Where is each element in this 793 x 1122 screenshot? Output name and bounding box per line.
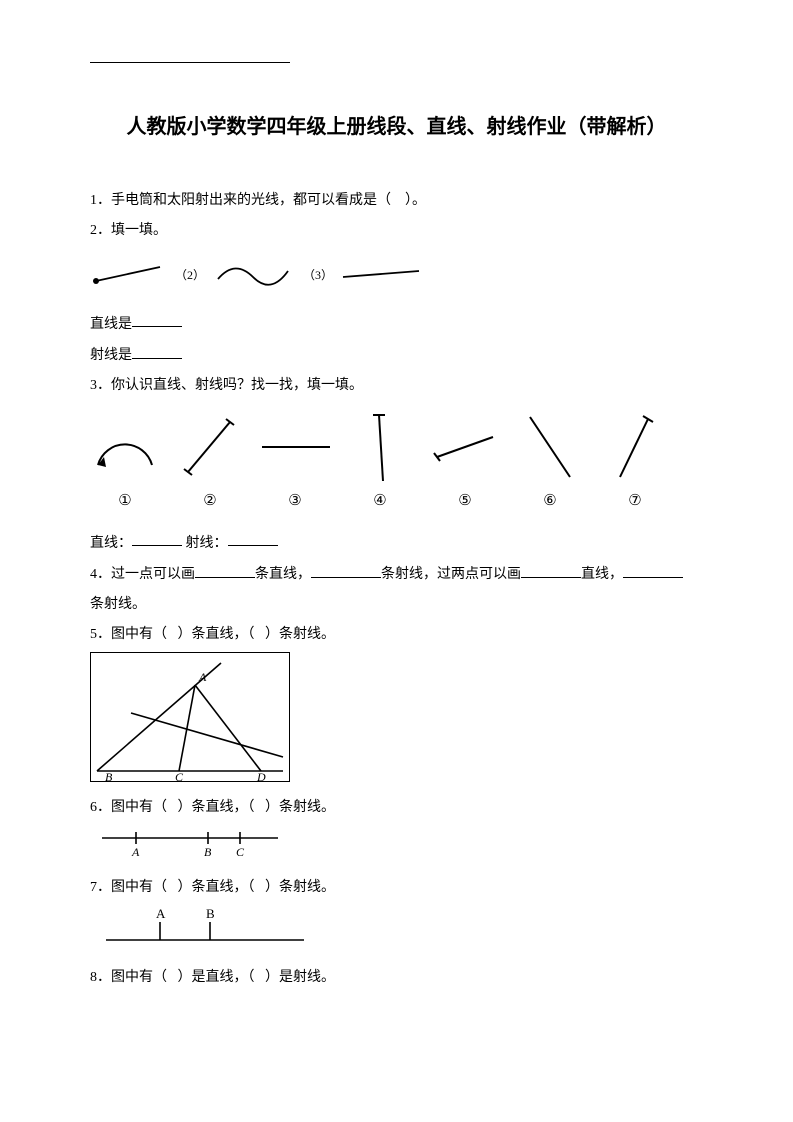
q8-num: 8．	[90, 970, 111, 985]
q2-num: 2．	[90, 223, 111, 238]
q5-num: 5．	[90, 627, 111, 642]
q3-shape-4	[365, 409, 395, 485]
q7-a: 图中有（	[111, 880, 167, 895]
q4-blank-2[interactable]	[311, 561, 381, 578]
q2-label-2: （2）	[175, 266, 205, 283]
q3-label-4: ④	[345, 491, 415, 510]
q3-item-3: ③	[260, 410, 330, 510]
q4-b: 条直线，	[255, 567, 311, 582]
q2: 2．填一填。	[90, 219, 703, 243]
q6-num: 6．	[90, 800, 111, 815]
q3-shape-5	[431, 427, 499, 467]
q8-c: ）是射线。	[265, 970, 335, 985]
q3-item-1: ①	[90, 410, 160, 510]
q5-figure: A B C D	[90, 652, 290, 782]
header-rule	[90, 62, 290, 63]
q3-item-6: ⑥	[515, 410, 585, 510]
q4-e: 条射线。	[90, 597, 146, 612]
q3-figures: ① ② ③ ④ ⑤ ⑥ ⑦	[90, 410, 670, 510]
q3-shape-1	[92, 425, 158, 469]
q1: 1．手电筒和太阳射出来的光线，都可以看成是（ ）。	[90, 189, 703, 213]
q3-shape-3	[260, 437, 330, 457]
q3-label-3: ③	[260, 491, 330, 510]
svg-text:C: C	[236, 845, 245, 858]
q4: 4．过一点可以画 条直线， 条射线，过两点可以画 直线，	[90, 561, 703, 587]
q7-figure: A B	[100, 906, 310, 948]
q2-she-label: 射线是	[90, 348, 132, 363]
q4-blank-1[interactable]	[195, 561, 255, 578]
q5-b: ）条直线，（	[178, 627, 255, 642]
q6-c: ）条射线。	[265, 800, 335, 815]
svg-text:B: B	[204, 845, 212, 858]
svg-text:A: A	[156, 906, 166, 921]
q3-zhi-label: 直线：	[90, 535, 132, 550]
q3-item-7: ⑦	[600, 410, 670, 510]
q4-num: 4．	[90, 567, 111, 582]
q7-b: ）条直线，（	[178, 880, 255, 895]
q3-label-5: ⑤	[430, 491, 500, 510]
q8-b: ）是直线，（	[178, 970, 255, 985]
q3-zhi-blank[interactable]	[132, 530, 182, 547]
q3-label-1: ①	[90, 491, 160, 510]
q3-label-7: ⑦	[600, 491, 670, 510]
q3: 3．你认识直线、射线吗？找一找，填一填。	[90, 374, 703, 398]
q2-she: 射线是	[90, 342, 703, 368]
q3-shape-6	[522, 411, 578, 483]
q3-text: 你认识直线、射线吗？找一找，填一填。	[111, 378, 363, 393]
q8-a: 图中有（	[111, 970, 167, 985]
q2-text: 填一填。	[111, 223, 167, 238]
q7-num: 7．	[90, 880, 111, 895]
q3-item-2: ②	[175, 410, 245, 510]
q2-shape-3	[341, 265, 421, 285]
q7-c: ）条射线。	[265, 880, 335, 895]
q1-text-b: ）。	[405, 193, 426, 208]
q4-cont: 条射线。	[90, 593, 703, 617]
q5-c: ）条射线。	[265, 627, 335, 642]
q5-B: B	[105, 770, 113, 781]
q6-figure: A B C	[100, 826, 280, 858]
q1-text-a: 手电筒和太阳射出来的光线，都可以看成是（	[111, 193, 391, 208]
q5: 5．图中有（ ）条直线，（ ）条射线。	[90, 623, 703, 647]
q3-shape-7	[610, 411, 660, 483]
q2-she-blank[interactable]	[132, 342, 182, 359]
q2-zhi: 直线是	[90, 311, 703, 337]
q2-figures: （2） （3）	[90, 257, 703, 293]
q4-blank-3[interactable]	[521, 561, 581, 578]
q7: 7．图中有（ ）条直线，（ ）条射线。	[90, 876, 703, 900]
q2-shape-2	[213, 257, 293, 293]
page-title: 人教版小学数学四年级上册线段、直线、射线作业（带解析）	[90, 110, 703, 139]
q3-shape-2	[180, 414, 240, 480]
q4-c: 条射线，过两点可以画	[381, 567, 521, 582]
q1-num: 1．	[90, 193, 111, 208]
q5-D: D	[256, 770, 266, 781]
q6-a: 图中有（	[111, 800, 167, 815]
q3-label-6: ⑥	[515, 491, 585, 510]
q8: 8．图中有（ ）是直线，（ ）是射线。	[90, 966, 703, 990]
q3-answers: 直线： 射线：	[90, 530, 703, 556]
q2-label-3: （3）	[303, 266, 333, 283]
q3-label-2: ②	[175, 491, 245, 510]
svg-text:B: B	[206, 906, 215, 921]
q3-item-4: ④	[345, 410, 415, 510]
q4-d: 直线，	[581, 567, 623, 582]
q4-blank-4[interactable]	[623, 561, 683, 578]
q5-a: 图中有（	[111, 627, 167, 642]
svg-text:A: A	[131, 845, 140, 858]
q5-C: C	[175, 770, 184, 781]
q6-b: ）条直线，（	[178, 800, 255, 815]
q3-she-label: 射线：	[186, 535, 228, 550]
q2-zhi-label: 直线是	[90, 316, 132, 331]
q6: 6．图中有（ ）条直线，（ ）条射线。	[90, 796, 703, 820]
q2-zhi-blank[interactable]	[132, 311, 182, 328]
q3-num: 3．	[90, 378, 111, 393]
q3-she-blank[interactable]	[228, 530, 278, 547]
q3-item-5: ⑤	[430, 410, 500, 510]
q5-A: A	[198, 670, 207, 684]
q2-shape-1	[90, 259, 165, 291]
q4-a: 过一点可以画	[111, 567, 195, 582]
